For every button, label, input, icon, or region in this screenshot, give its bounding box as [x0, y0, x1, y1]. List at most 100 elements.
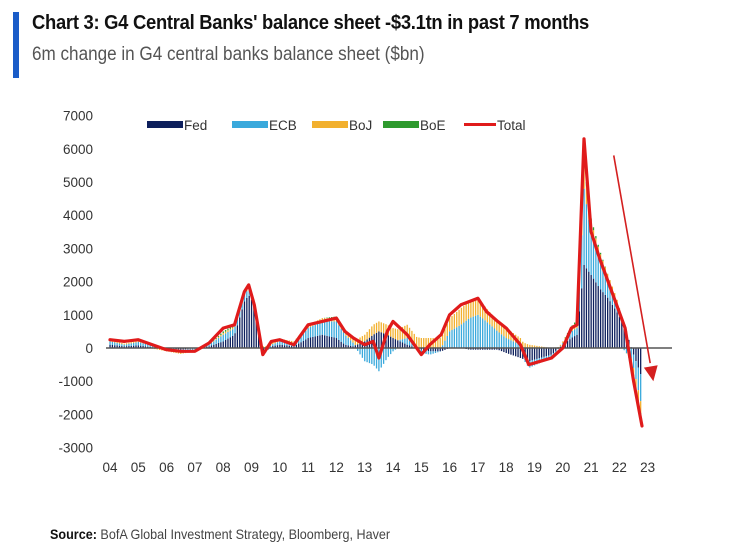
bar-ecb: [623, 348, 625, 351]
bar-fed: [118, 345, 121, 348]
x-tick-label: 05: [131, 460, 146, 475]
x-tick-label: 16: [442, 460, 457, 475]
bar-boj: [229, 328, 231, 331]
bar-ecb: [635, 361, 637, 379]
bar-ecb: [385, 348, 387, 361]
annotation-arrow-shaft: [612, 155, 651, 364]
x-tick-label: 22: [612, 460, 627, 475]
legend-label: ECB: [269, 118, 297, 133]
bar-ecb: [236, 318, 239, 326]
bar-fed: [180, 348, 182, 350]
bar-ecb: [286, 343, 288, 346]
bar-boj: [227, 330, 229, 332]
y-tick-label: 4000: [63, 208, 93, 223]
bar-ecb: [338, 325, 340, 340]
x-tick-label: 13: [357, 460, 372, 475]
bar-boj: [128, 342, 130, 344]
bar-fed: [298, 343, 300, 348]
bar-ecb: [140, 342, 142, 346]
bar-boj: [385, 324, 387, 335]
bar-fed: [359, 343, 361, 348]
x-tick-label: 10: [272, 460, 287, 475]
legend-item-boj: BoJ: [312, 118, 372, 133]
bar-ecb: [232, 329, 234, 336]
bar-fed: [316, 335, 319, 348]
bar-boj: [585, 186, 588, 205]
bar-ecb: [411, 343, 413, 347]
bar-fed: [505, 348, 507, 353]
bar-fed: [496, 348, 498, 350]
bar-fed: [578, 311, 581, 348]
bar-fed: [512, 348, 514, 356]
bar-ecb: [477, 314, 479, 348]
bar-fed: [331, 336, 333, 348]
bar-ecb: [505, 338, 507, 348]
bar-fed: [130, 345, 132, 348]
bar-ecb: [449, 331, 451, 348]
bar-boj: [118, 342, 121, 344]
bar-boj: [368, 329, 371, 338]
bar-boj: [364, 334, 366, 342]
bar-ecb: [319, 322, 321, 336]
bar-fed: [380, 332, 382, 348]
bar-boj: [482, 303, 484, 319]
bar-ecb: [215, 339, 217, 344]
bar-ecb: [588, 219, 590, 272]
bar-fed: [507, 348, 510, 354]
bar-ecb: [406, 338, 408, 345]
bar-ecb: [489, 324, 491, 348]
bar-boj: [536, 345, 538, 348]
bar-ecb: [269, 345, 272, 348]
bar-boj: [456, 311, 458, 328]
bar-boj: [635, 378, 637, 388]
bar-boj: [465, 304, 467, 321]
bar-ecb: [357, 348, 359, 351]
bar-fed: [144, 346, 147, 348]
bar-ecb: [144, 343, 147, 347]
bar-fed: [517, 348, 519, 358]
bar-boj: [434, 338, 437, 348]
bar-fed: [123, 346, 125, 348]
bar-ecb: [515, 342, 517, 348]
bar-ecb: [321, 321, 323, 335]
bar-fed: [571, 337, 573, 348]
bar-fed: [531, 348, 533, 361]
bar-ecb: [510, 340, 512, 348]
x-tick-label: 04: [102, 460, 118, 475]
bar-ecb: [361, 348, 364, 358]
bar-ecb: [378, 348, 380, 372]
bar-ecb: [614, 300, 616, 309]
bar-ecb: [142, 343, 144, 347]
bar-boj: [507, 329, 510, 340]
bar-ecb: [571, 330, 573, 338]
bar-ecb: [224, 333, 227, 340]
bar-fed: [404, 343, 406, 348]
bar-fed: [390, 336, 392, 348]
bar-ecb: [283, 342, 286, 346]
bar-boj: [449, 318, 451, 332]
bar-ecb: [456, 327, 458, 348]
bar-boj: [496, 320, 498, 331]
bar-ecb: [496, 330, 498, 348]
bar-ecb: [208, 344, 210, 347]
bar-ecb: [602, 270, 604, 293]
bar-ecb: [625, 348, 628, 353]
bar-ecb: [573, 329, 576, 337]
bar-boj: [158, 348, 161, 350]
series-line-total: [108, 137, 644, 428]
bar-boj: [479, 300, 481, 317]
x-tick-label: 09: [244, 460, 259, 475]
bar-ecb: [213, 341, 215, 345]
bar-boj: [123, 343, 125, 345]
bar-boj: [453, 313, 456, 329]
bar-fed: [635, 348, 637, 362]
bar-ecb: [305, 330, 307, 340]
bar-fed: [474, 348, 477, 350]
bar-ecb: [222, 334, 224, 342]
bar-ecb: [609, 289, 611, 302]
bar-fed: [125, 346, 128, 348]
y-tick-label: 7000: [63, 109, 93, 124]
bar-fed: [248, 295, 250, 348]
bar-fed: [109, 344, 111, 348]
